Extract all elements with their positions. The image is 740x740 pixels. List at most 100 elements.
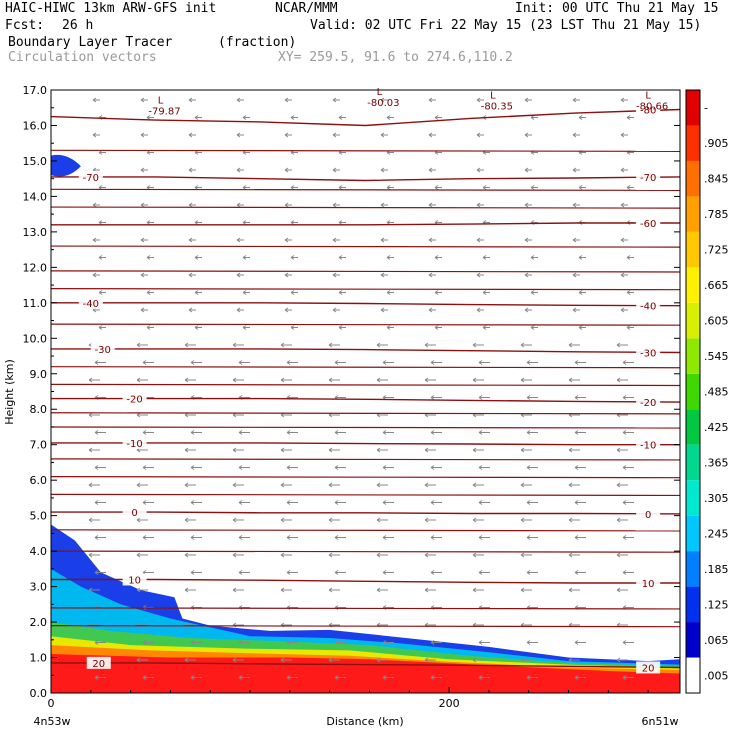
vector-arrow xyxy=(98,325,106,330)
vector-arrow xyxy=(280,517,292,523)
vector-arrow xyxy=(386,220,394,225)
contour-line xyxy=(50,625,681,628)
vector-arrow xyxy=(578,290,586,295)
colorbar-label: .785 xyxy=(704,208,729,221)
vector-arrow xyxy=(94,640,106,645)
minimum-value: -80.03 xyxy=(367,98,399,109)
vector-arrow xyxy=(530,325,538,330)
colorbar-swatch xyxy=(686,231,700,268)
vector-arrow xyxy=(146,255,154,260)
vector-arrow xyxy=(92,202,100,208)
vector-arrow xyxy=(382,570,394,575)
colorbar-label: .725 xyxy=(704,244,729,257)
vector-arrow xyxy=(284,167,292,173)
y-tick-label: 15.0 xyxy=(23,155,48,168)
vector-arrow xyxy=(530,115,538,120)
vector-arrow xyxy=(190,535,202,540)
vector-arrow xyxy=(238,570,250,575)
vector-arrow xyxy=(232,482,244,488)
contour-line xyxy=(50,412,681,415)
minimum-symbol: L xyxy=(490,90,496,101)
vector-arrow xyxy=(140,132,148,138)
vector-arrow xyxy=(568,342,580,348)
contour-label: -20 xyxy=(126,395,142,406)
vector-arrow xyxy=(328,552,340,558)
vector-arrow xyxy=(190,675,202,680)
vector-arrow xyxy=(136,412,148,418)
colorbar-swatch xyxy=(686,125,700,161)
y-tick-label: 17.0 xyxy=(23,84,48,97)
vector-arrow xyxy=(476,307,484,313)
vector-arrow xyxy=(88,587,100,593)
vector-arrow xyxy=(94,465,106,470)
vector-arrow xyxy=(188,167,196,173)
vector-arrow xyxy=(382,360,394,365)
vector-arrow xyxy=(334,360,346,365)
contour-line xyxy=(50,476,681,479)
colorbar-label: .665 xyxy=(704,279,729,292)
contour-label: 20 xyxy=(642,663,655,674)
vector-arrow xyxy=(140,97,148,103)
vector-arrow xyxy=(332,307,340,313)
vector-arrow xyxy=(290,325,298,330)
vector-arrow xyxy=(142,465,154,470)
contour-label-bg xyxy=(636,103,661,116)
x-axis: 0 200 xyxy=(48,687,649,710)
vector-arrow xyxy=(526,535,538,540)
vector-arrow xyxy=(424,552,436,558)
vector-arrow xyxy=(472,342,484,348)
vector-arrow xyxy=(194,115,202,120)
vector-arrow xyxy=(572,237,580,243)
vector-arrow xyxy=(434,290,442,295)
y-tick-label: 11.0 xyxy=(23,297,48,310)
vector-arrow xyxy=(574,640,586,645)
contour-line xyxy=(50,426,681,429)
vector-arrow xyxy=(184,517,196,523)
vector-arrow xyxy=(478,360,490,365)
vector-arrow xyxy=(190,640,202,645)
colorbar-swatch xyxy=(686,90,700,126)
vector-arrow xyxy=(616,377,628,383)
vector-arrow xyxy=(572,97,580,103)
colorbar-swatch xyxy=(686,480,700,516)
vector-arrow xyxy=(290,185,298,190)
vector-arrow xyxy=(142,360,154,365)
vector-arrow xyxy=(524,307,532,313)
vector-arrow xyxy=(626,115,634,120)
contour-line xyxy=(50,607,681,610)
vector-arrow xyxy=(434,185,442,190)
vector-arrow xyxy=(626,255,634,260)
vector-arrow xyxy=(380,202,388,208)
vector-arrow xyxy=(622,675,634,680)
vector-arrow xyxy=(338,325,346,330)
vector-arrow xyxy=(424,447,436,453)
vector-arrow xyxy=(194,290,202,295)
vector-arrow xyxy=(526,360,538,365)
vector-arrow xyxy=(572,202,580,208)
vector-arrow xyxy=(136,482,148,488)
vector-arrow xyxy=(184,342,196,348)
x-end-right: 6n51w xyxy=(642,715,679,728)
x-tick-label: 0 xyxy=(48,697,55,710)
vector-arrow xyxy=(530,290,538,295)
vector-arrow xyxy=(472,447,484,453)
vector-arrow xyxy=(476,237,484,243)
vector-arrow xyxy=(478,500,490,505)
vector-arrow xyxy=(88,412,100,418)
vector-arrow xyxy=(238,360,250,365)
vector-arrow xyxy=(146,220,154,225)
vector-arrow xyxy=(386,325,394,330)
vector-arrow xyxy=(284,97,292,103)
vector-arrow xyxy=(190,360,202,365)
vector-arrow xyxy=(88,552,100,558)
vector-arrow xyxy=(424,377,436,383)
vector-arrow xyxy=(616,657,628,663)
vector-arrow xyxy=(430,535,442,540)
vector-arrow xyxy=(242,325,250,330)
colorbar-label: .125 xyxy=(704,598,729,611)
y-tick-label: 14.0 xyxy=(23,190,48,203)
vector-arrow xyxy=(376,342,388,348)
field-name: Boundary Layer Tracer xyxy=(8,35,173,50)
vector-arrow xyxy=(92,97,100,103)
vector-arrow xyxy=(574,360,586,365)
